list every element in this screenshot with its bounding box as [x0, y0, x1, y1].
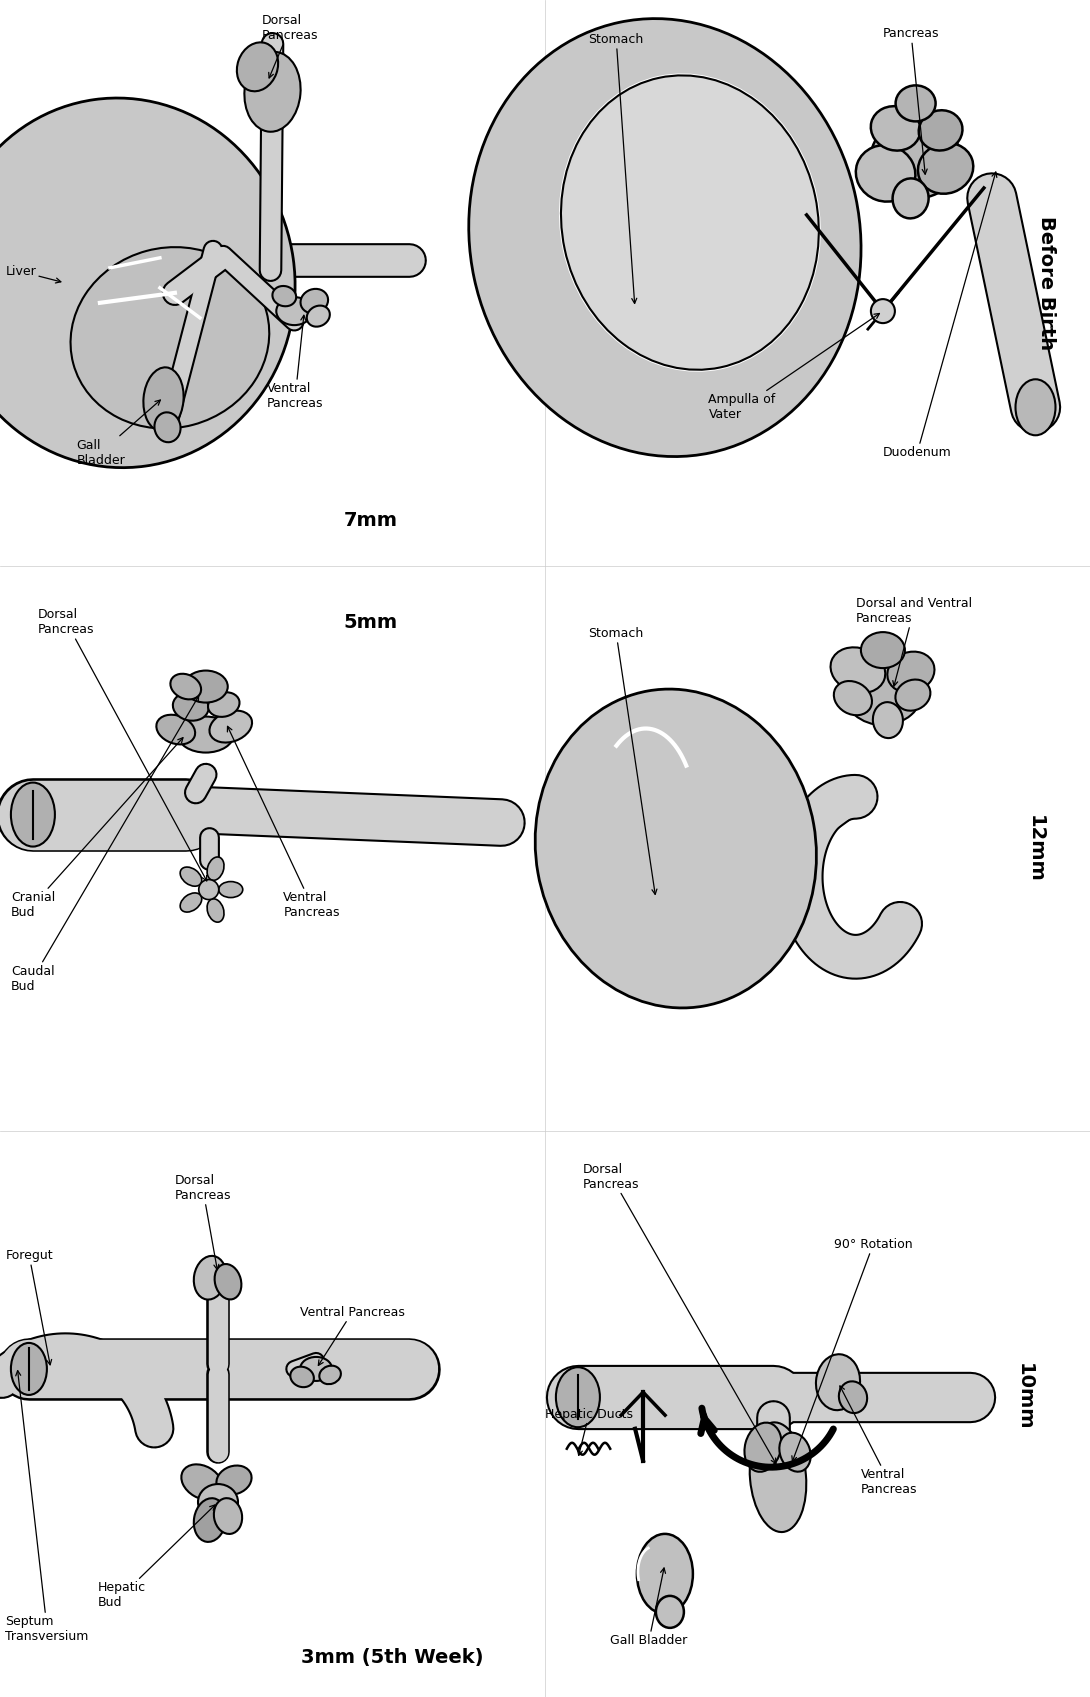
- Ellipse shape: [244, 53, 301, 132]
- Text: Gall Bladder: Gall Bladder: [610, 1568, 688, 1648]
- Text: Septum
Transversium: Septum Transversium: [5, 1371, 88, 1643]
- Ellipse shape: [856, 146, 916, 202]
- Text: Ventral
Pancreas: Ventral Pancreas: [267, 316, 324, 411]
- Ellipse shape: [208, 692, 240, 716]
- Ellipse shape: [217, 1466, 252, 1495]
- Text: Dorsal
Pancreas: Dorsal Pancreas: [262, 14, 318, 78]
- Ellipse shape: [744, 1422, 782, 1471]
- Ellipse shape: [861, 631, 905, 669]
- Text: Dorsal
Pancreas: Dorsal Pancreas: [38, 608, 207, 881]
- Text: 10mm: 10mm: [1015, 1363, 1034, 1431]
- Ellipse shape: [170, 674, 202, 699]
- Ellipse shape: [895, 679, 931, 711]
- Ellipse shape: [319, 1366, 341, 1385]
- Ellipse shape: [71, 248, 269, 429]
- Ellipse shape: [561, 75, 819, 370]
- Ellipse shape: [144, 367, 183, 431]
- Text: Caudal
Bud: Caudal Bud: [11, 696, 198, 993]
- Text: 12mm: 12mm: [1026, 815, 1045, 882]
- Text: Pancreas: Pancreas: [883, 27, 940, 175]
- Text: Dorsal
Pancreas: Dorsal Pancreas: [583, 1162, 776, 1463]
- Text: Cranial
Bud: Cranial Bud: [11, 738, 183, 920]
- Ellipse shape: [834, 680, 872, 714]
- Ellipse shape: [535, 689, 816, 1008]
- Ellipse shape: [219, 881, 243, 898]
- Ellipse shape: [918, 143, 973, 193]
- Ellipse shape: [559, 73, 821, 372]
- Ellipse shape: [779, 1432, 811, 1471]
- Ellipse shape: [1016, 380, 1055, 436]
- Text: Dorsal
Pancreas: Dorsal Pancreas: [174, 1174, 231, 1269]
- Text: 90° Rotation: 90° Rotation: [791, 1239, 912, 1461]
- Text: Liver: Liver: [5, 265, 61, 283]
- Ellipse shape: [750, 1422, 807, 1532]
- Ellipse shape: [215, 1264, 241, 1300]
- Ellipse shape: [11, 1342, 47, 1395]
- Text: Ventral Pancreas: Ventral Pancreas: [300, 1307, 404, 1366]
- Text: 3mm (5th Week): 3mm (5th Week): [301, 1648, 484, 1666]
- Ellipse shape: [893, 178, 929, 219]
- Ellipse shape: [156, 714, 195, 745]
- Ellipse shape: [237, 42, 278, 92]
- Ellipse shape: [198, 879, 219, 899]
- Ellipse shape: [871, 107, 920, 151]
- Text: Ventral
Pancreas: Ventral Pancreas: [840, 1386, 918, 1497]
- Ellipse shape: [290, 1366, 314, 1386]
- Text: Stomach: Stomach: [589, 34, 644, 304]
- Text: Foregut: Foregut: [5, 1249, 53, 1364]
- Text: Before Birth: Before Birth: [1037, 216, 1056, 350]
- Ellipse shape: [656, 1595, 683, 1627]
- Ellipse shape: [184, 670, 228, 703]
- Ellipse shape: [155, 412, 181, 443]
- Text: Hepatic
Bud: Hepatic Bud: [98, 1505, 215, 1609]
- Ellipse shape: [214, 1498, 242, 1534]
- Ellipse shape: [831, 647, 885, 692]
- Text: Hepatic Ducts: Hepatic Ducts: [545, 1409, 633, 1456]
- Text: Ampulla of
Vater: Ampulla of Vater: [708, 314, 880, 421]
- Ellipse shape: [300, 1358, 332, 1381]
- Text: Ventral
Pancreas: Ventral Pancreas: [228, 726, 340, 920]
- Text: 7mm: 7mm: [343, 511, 398, 529]
- Ellipse shape: [816, 1354, 860, 1410]
- Ellipse shape: [896, 85, 935, 122]
- Ellipse shape: [919, 110, 962, 151]
- Ellipse shape: [843, 655, 923, 725]
- Ellipse shape: [306, 305, 330, 326]
- Ellipse shape: [11, 782, 54, 847]
- Ellipse shape: [469, 19, 861, 456]
- Ellipse shape: [180, 893, 202, 911]
- Ellipse shape: [181, 1465, 222, 1500]
- Text: Gall
Bladder: Gall Bladder: [76, 400, 160, 467]
- Ellipse shape: [173, 692, 208, 721]
- Ellipse shape: [887, 652, 934, 692]
- Ellipse shape: [194, 1256, 227, 1300]
- Ellipse shape: [209, 711, 252, 743]
- Ellipse shape: [637, 1534, 693, 1614]
- Ellipse shape: [198, 1485, 238, 1521]
- Text: Duodenum: Duodenum: [883, 171, 997, 458]
- Ellipse shape: [272, 287, 296, 305]
- Text: Stomach: Stomach: [589, 628, 657, 894]
- Ellipse shape: [871, 299, 895, 322]
- Ellipse shape: [207, 857, 225, 881]
- Ellipse shape: [301, 288, 328, 314]
- Ellipse shape: [873, 703, 903, 738]
- Ellipse shape: [556, 1368, 600, 1427]
- Ellipse shape: [180, 867, 202, 886]
- Text: 5mm: 5mm: [343, 613, 398, 631]
- Text: Dorsal and Ventral
Pancreas: Dorsal and Ventral Pancreas: [856, 597, 972, 686]
- Ellipse shape: [276, 297, 313, 326]
- Ellipse shape: [0, 98, 295, 468]
- Ellipse shape: [178, 716, 233, 752]
- Ellipse shape: [871, 119, 960, 199]
- Ellipse shape: [207, 899, 225, 921]
- Ellipse shape: [839, 1381, 868, 1414]
- Ellipse shape: [194, 1498, 227, 1543]
